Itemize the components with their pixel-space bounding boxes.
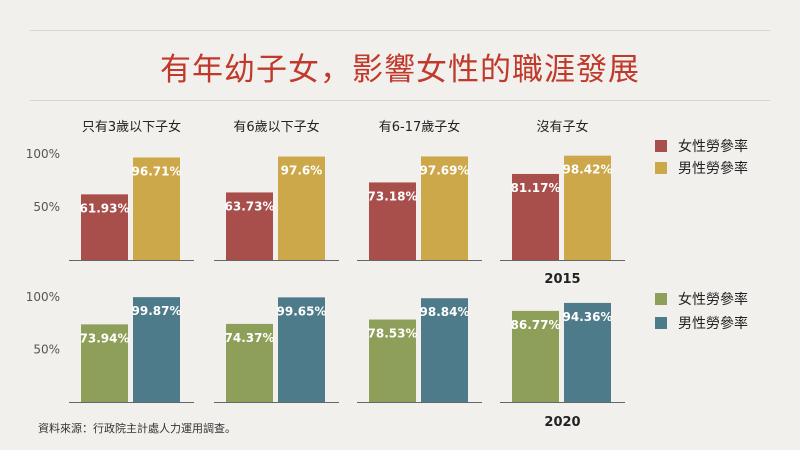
bar-2015-female-3 [369, 182, 416, 260]
bar-2015-male-4 [564, 155, 611, 260]
legend-label-2020-male: 男性勞參率 [678, 315, 748, 332]
legend-swatch-2015-female [655, 140, 667, 152]
bar-2020-female-1 [81, 324, 128, 402]
bar-2020-male-1 [133, 297, 180, 402]
bar-2020-female-2 [226, 323, 273, 402]
legend-label-2015-male: 男性勞參率 [678, 160, 748, 177]
data-label-2015-male-2: 97.6% [281, 164, 323, 178]
page-title: 有年幼子女，影響女性的職涯發展 [160, 52, 640, 88]
data-label-2020-female-1: 73.94% [80, 331, 130, 345]
data-label-2020-male-2: 99.65% [277, 304, 327, 318]
data-label-2015-female-2: 63.73% [225, 199, 275, 213]
data-label-2020-female-4: 86.77% [511, 318, 561, 332]
legend-swatch-2020-male [655, 317, 667, 329]
legend-swatch-2015-male [655, 162, 667, 174]
year-label-2015: 2015 [544, 272, 580, 287]
category-label-4: 沒有子女 [536, 119, 588, 135]
data-label-2020-male-1: 99.87% [132, 304, 182, 318]
bar-2015-male-2 [278, 156, 325, 260]
y-tick-2015-100%: 100% [26, 147, 60, 161]
bar-2020-male-2 [278, 297, 325, 402]
y-tick-2015-50%: 50% [33, 200, 60, 214]
source-note: 資料來源：行政院主計處人力運用調查。 [38, 422, 236, 435]
data-label-2020-male-4: 94.36% [563, 310, 613, 324]
category-label-2: 有6歲以下子女 [233, 119, 319, 135]
category-label-3: 有6-17歲子女 [379, 119, 461, 135]
top-rule [30, 30, 770, 31]
legend-label-2020-female: 女性勞參率 [678, 291, 748, 308]
data-label-2015-male-1: 96.71% [132, 164, 182, 178]
bar-2015-female-4 [512, 173, 559, 260]
data-label-2015-male-4: 98.42% [563, 163, 613, 177]
year-label-2020: 2020 [544, 415, 580, 430]
bar-2020-female-3 [369, 319, 416, 402]
y-tick-2020-50%: 50% [33, 343, 60, 357]
data-label-2020-female-3: 78.53% [368, 327, 418, 341]
bar-2020-female-4 [512, 310, 559, 402]
bar-2015-male-3 [421, 156, 468, 260]
data-label-2020-male-3: 98.84% [420, 305, 470, 319]
y-tick-2020-100%: 100% [26, 290, 60, 304]
title-rule [30, 100, 770, 101]
data-label-2020-female-2: 74.37% [225, 331, 275, 345]
bar-2020-male-4 [564, 302, 611, 402]
bar-2015-female-2 [226, 192, 273, 260]
legend-swatch-2020-female [655, 293, 667, 305]
legend-label-2015-female: 女性勞參率 [678, 138, 748, 155]
data-label-2015-male-3: 97.69% [420, 163, 470, 177]
bar-2015-female-1 [81, 194, 128, 260]
data-label-2015-female-3: 73.18% [368, 189, 418, 203]
category-label-1: 只有3歲以下子女 [82, 119, 181, 135]
data-label-2015-female-4: 81.17% [511, 181, 561, 195]
bar-2015-male-1 [133, 157, 180, 260]
data-label-2015-female-1: 61.93% [80, 201, 130, 215]
bar-2020-male-3 [421, 298, 468, 402]
